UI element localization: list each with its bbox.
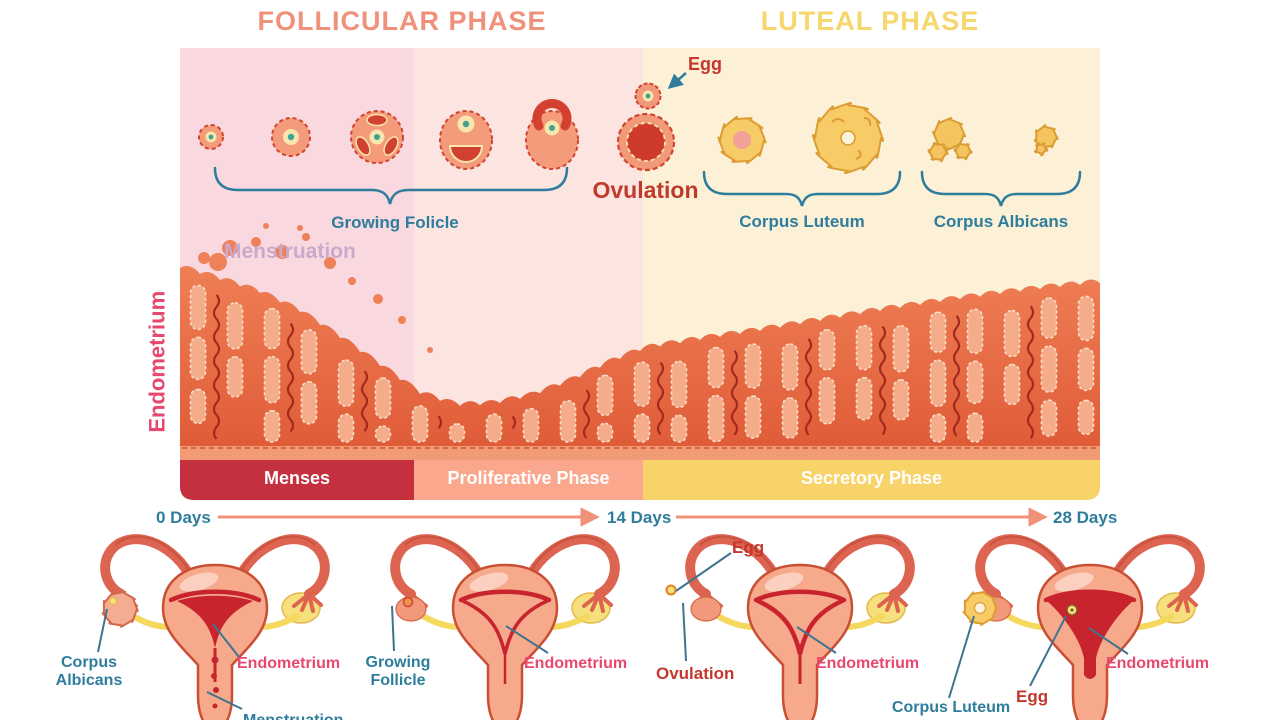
secretory-bar-label: Secretory Phase	[800, 468, 943, 488]
follicle-stage-4	[439, 110, 493, 170]
egg-arrow	[667, 72, 687, 89]
secretory-bar	[643, 460, 1100, 500]
timeline-day0: 0 Days	[156, 508, 211, 527]
corpus-luteum-albicans-row	[717, 101, 1059, 175]
follicle-stage-5	[525, 99, 579, 170]
proliferative-bar	[414, 460, 643, 500]
growing-follicle-dot	[402, 596, 414, 608]
endometrium-axis-label: Endometrium	[144, 290, 170, 433]
corpus-luteum-brace	[702, 170, 902, 207]
corpus-luteum-label: Corpus Luteum	[739, 212, 865, 231]
ovulating-follicle	[616, 82, 676, 172]
fig4-endometrium-label: Endometrium	[1106, 655, 1210, 672]
fig3-egg-label: Egg	[732, 538, 765, 557]
timeline-day14: 14 Days	[607, 508, 672, 527]
growing-follicle-label: Growing Folicle	[331, 213, 459, 232]
corpus-albicans-label: Corpus Albicans	[933, 212, 1069, 231]
phase-bar	[180, 460, 1100, 500]
follicle-stage-1	[198, 124, 224, 150]
corpus-albicans-brace	[920, 170, 1082, 207]
fig1-menstruation-label: Menstruation	[243, 712, 343, 720]
endometrium-tissue	[180, 266, 1100, 446]
follicular-endometrium-detail	[461, 599, 549, 684]
growing-follicle-brace	[213, 166, 569, 205]
menses-bar	[180, 460, 414, 500]
timeline-day28: 28 Days	[1053, 508, 1118, 527]
released-egg-dot	[665, 584, 677, 596]
fig1-corpus-albicans-label: Corpus Albicans	[55, 654, 123, 690]
menstruation-label: Menstruation	[224, 240, 356, 263]
menses-endometrium-detail	[177, 595, 253, 709]
uterus-follicular	[395, 537, 615, 720]
leader-lines	[97, 552, 1129, 710]
follicular-phase-header: FOLLICULAR PHASE	[257, 6, 547, 36]
egg-label: Egg	[688, 54, 722, 74]
menstrual-shedding-droplets	[198, 223, 433, 353]
fig3-endometrium-label: Endometrium	[816, 655, 920, 672]
follicle-stage-2	[271, 117, 311, 157]
fig1-endometrium-label: Endometrium	[237, 655, 341, 672]
fig4-egg-label: Egg	[1016, 687, 1049, 706]
fig2-growing-follicle-label: Growing Follicle	[365, 654, 431, 690]
luteal-endometrium-detail	[1046, 591, 1134, 679]
ovulation-label: Ovulation	[592, 177, 699, 203]
follicle-stage-3	[350, 110, 404, 164]
menses-bar-label: Menses	[263, 468, 331, 488]
proliferative-bar-label: Proliferative Phase	[447, 468, 610, 488]
ovary-variants	[101, 584, 998, 628]
basal-layer	[180, 446, 1100, 460]
fig4-corpus-luteum-label: Corpus Luteum	[891, 699, 1011, 716]
luteal-phase-header: LUTEAL PHASE	[760, 6, 980, 36]
ovulation-endometrium-detail	[755, 598, 845, 684]
fig3-ovulation-label: Ovulation	[656, 664, 735, 683]
fig2-endometrium-label: Endometrium	[524, 655, 628, 672]
